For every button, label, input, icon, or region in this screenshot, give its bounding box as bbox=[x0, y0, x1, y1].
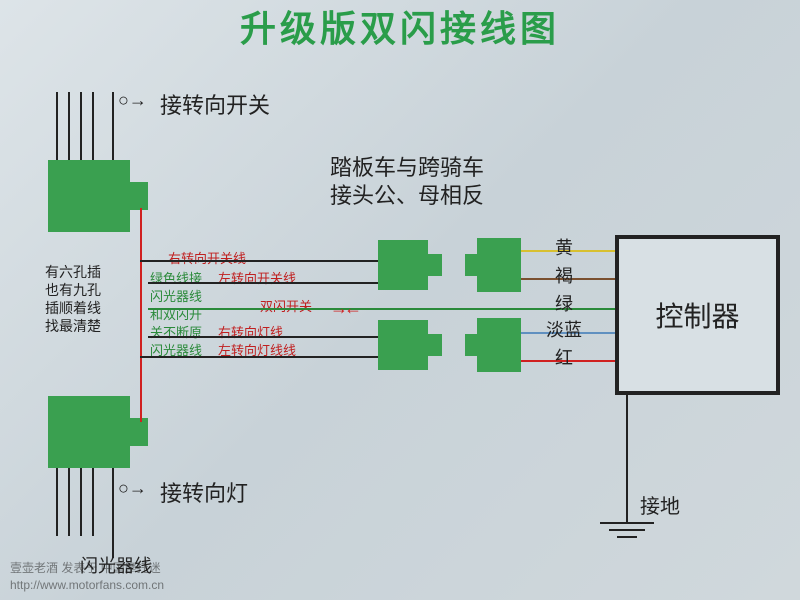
wire bbox=[148, 260, 378, 262]
left-connector-top-tab bbox=[130, 182, 148, 210]
ground-symbol bbox=[600, 522, 654, 538]
arrow-icon: ○→ bbox=[118, 478, 147, 499]
left-note: 插顺着线 bbox=[45, 298, 101, 318]
left-note: 有六孔插 bbox=[45, 262, 101, 282]
wire-label: 闪光器线 bbox=[150, 286, 202, 305]
wire-label: 和双闪开 bbox=[150, 304, 202, 323]
left-connector-top bbox=[48, 160, 130, 232]
ground-wire bbox=[626, 395, 628, 523]
wire-label: 关不断原 bbox=[150, 322, 202, 341]
wire-label: 左转向开关线 bbox=[218, 268, 296, 287]
wire-stub bbox=[68, 92, 70, 160]
left-connector-bottom bbox=[48, 396, 130, 468]
wire-stub bbox=[92, 468, 94, 536]
watermark-author: 壹壶老酒 发表于 中国摩托迷 bbox=[10, 559, 161, 576]
wire bbox=[148, 336, 378, 338]
wire bbox=[140, 260, 150, 262]
turn-light-label: 接转向灯 bbox=[160, 476, 248, 508]
mid-plug-bot-tab bbox=[428, 334, 442, 356]
watermark-url: http://www.motorfans.com.cn bbox=[10, 578, 164, 592]
left-note: 找最清楚 bbox=[45, 316, 101, 336]
color-label: 红 bbox=[555, 344, 573, 370]
wire bbox=[148, 282, 378, 284]
wire bbox=[148, 308, 618, 310]
mid-plug-top bbox=[378, 240, 428, 290]
controller-box: 控制器 bbox=[615, 235, 780, 395]
wire bbox=[148, 356, 378, 358]
wire-label: 右转向灯线 bbox=[218, 322, 283, 341]
wire bbox=[140, 356, 150, 358]
arrow-icon: ← bbox=[344, 298, 362, 319]
wire-stub bbox=[56, 468, 58, 536]
color-label: 黄 bbox=[555, 234, 573, 260]
left-note: 也有九孔 bbox=[45, 280, 101, 300]
right-plug-bot-tab bbox=[465, 334, 477, 356]
left-connector-bottom-tab bbox=[130, 418, 148, 446]
right-plug-top bbox=[477, 238, 521, 292]
turn-switch-label: 接转向开关 bbox=[160, 88, 270, 120]
scooter-note-2: 接头公、母相反 bbox=[330, 178, 484, 210]
wire-label: 双闪开关 bbox=[260, 296, 312, 315]
wire-label: 绿色线接 bbox=[150, 268, 202, 287]
arrow-icon: ○→ bbox=[118, 90, 147, 111]
color-label: 绿 bbox=[555, 290, 573, 316]
mid-plug-top-tab bbox=[428, 254, 442, 276]
right-plug-bot bbox=[477, 318, 521, 372]
diagram-title: 升级版双闪接线图 bbox=[240, 0, 560, 52]
red-vwire bbox=[140, 208, 142, 422]
color-label: 褐 bbox=[555, 262, 573, 288]
wire-stub bbox=[56, 92, 58, 160]
wire-stub bbox=[112, 468, 114, 536]
mid-plug-bot bbox=[378, 320, 428, 370]
wire-stub bbox=[68, 468, 70, 536]
wire-stub bbox=[112, 92, 114, 160]
color-label: 淡蓝 bbox=[546, 316, 582, 342]
ground-label: 接地 bbox=[640, 490, 680, 519]
wire-stub bbox=[80, 92, 82, 160]
right-plug-top-tab bbox=[465, 254, 477, 276]
controller-label: 控制器 bbox=[655, 295, 739, 335]
wire-stub bbox=[92, 92, 94, 160]
wire-label: 右转向开关线 bbox=[168, 248, 246, 267]
wire-stub bbox=[80, 468, 82, 536]
